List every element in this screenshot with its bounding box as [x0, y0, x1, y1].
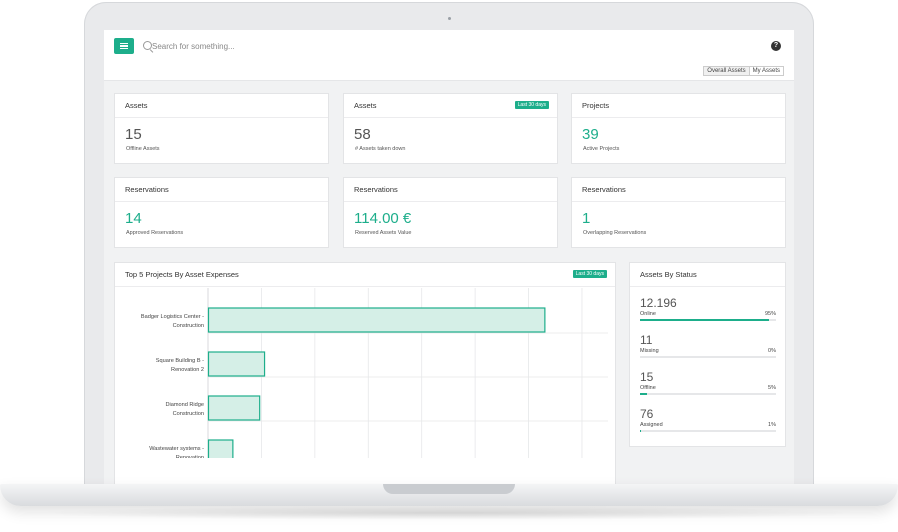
- status-label: Missing: [640, 348, 659, 354]
- bar[interactable]: [207, 351, 266, 377]
- status-progress-track: [640, 430, 776, 432]
- status-value: 76: [640, 407, 654, 421]
- period-badge: Last 30 days: [572, 270, 607, 278]
- category-label: Construction: [173, 411, 204, 417]
- stat-label: Overlapping Reservations: [583, 230, 647, 236]
- bar-chart: Badger Logistics Center - Construction Squ…: [115, 288, 611, 458]
- card-title: Reservations: [115, 178, 328, 202]
- card-title: Projects: [572, 94, 785, 118]
- laptop-base: [0, 484, 898, 506]
- status-percent: 95%: [764, 311, 776, 317]
- card-title: Assets: [115, 94, 328, 118]
- status-item-missing: 11 Missing 0%: [640, 333, 776, 358]
- category-label: Square Building B -: [156, 358, 204, 364]
- bar-chart-svg: Badger Logistics Center - Construction Squ…: [141, 288, 608, 458]
- stat-card-approved-reservations: Reservations 14 Approved Reservations: [114, 177, 329, 248]
- question-icon[interactable]: ?: [771, 41, 781, 51]
- bar[interactable]: [207, 307, 546, 333]
- card-title: Reservations: [572, 178, 785, 202]
- laptop-shadow: [30, 506, 868, 520]
- status-progress-fill: [640, 319, 770, 321]
- stat-label: Approved Reservations: [126, 230, 184, 236]
- stat-value: 114.00 €: [354, 210, 412, 227]
- card-title: Assets By Status: [630, 263, 785, 287]
- laptop-notch: [383, 484, 515, 494]
- status-item-offline: 15 Offline 5%: [640, 370, 776, 395]
- toggle-my-assets[interactable]: My Assets: [749, 67, 783, 75]
- stat-value: 15: [125, 126, 142, 143]
- hamburger-icon: [120, 43, 128, 49]
- status-value: 15: [640, 370, 654, 384]
- stat-card-reserved-value: Reservations 114.00 € Reserved Assets Va…: [343, 177, 558, 248]
- card-title: Reservations: [344, 178, 557, 202]
- stat-card-offline-assets: Assets 15 Offline Assets: [114, 93, 329, 164]
- status-percent: 1%: [768, 422, 776, 428]
- top-projects-card: Top 5 Projects By Asset Expenses Last 30…: [114, 262, 616, 485]
- screen: ? Overall Assets My Assets Assets 15 Off…: [104, 30, 794, 485]
- bar[interactable]: [207, 395, 261, 421]
- status-label: Assigned: [640, 422, 663, 428]
- status-value: 11: [640, 333, 653, 347]
- bar[interactable]: [207, 439, 234, 458]
- stat-card-assets-taken-down: Assets Last 30 days 58 # Assets taken do…: [343, 93, 558, 164]
- status-progress-track: [640, 393, 776, 395]
- toggle-overall-assets[interactable]: Overall Assets: [704, 67, 750, 75]
- stat-value: 39: [582, 126, 599, 143]
- search-input[interactable]: [152, 39, 452, 53]
- status-progress-track: [640, 319, 776, 321]
- camera-dot: [448, 17, 451, 20]
- status-item-assigned: 76 Assigned 1%: [640, 407, 776, 432]
- status-percent: 5%: [768, 385, 776, 391]
- status-value: 12.196: [640, 296, 677, 310]
- stat-value: 14: [125, 210, 142, 227]
- category-label: Renovation: [176, 455, 204, 458]
- category-label: Diamond Ridge: [165, 402, 204, 408]
- top-bar: ? Overall Assets My Assets: [104, 30, 794, 81]
- status-percent: 0%: [768, 348, 776, 354]
- status-progress-track: [640, 356, 776, 358]
- category-label: Construction: [173, 323, 204, 329]
- status-progress-fill: [640, 430, 642, 432]
- card-title: Top 5 Projects By Asset Expenses Last 30…: [115, 263, 615, 287]
- stat-value: 58: [354, 126, 371, 143]
- period-badge: Last 30 days: [514, 101, 549, 109]
- stat-label: Reserved Assets Value: [355, 230, 412, 236]
- category-label: Wastewater systems -: [149, 446, 204, 452]
- stat-card-active-projects: Projects 39 Active Projects: [571, 93, 786, 164]
- view-toggle: Overall Assets My Assets: [703, 66, 784, 76]
- category-label: Renovation 2: [171, 367, 204, 373]
- stat-label: # Assets taken down: [355, 146, 406, 152]
- stat-value: 1: [582, 210, 591, 227]
- status-item-online: 12.196 Online 95%: [640, 296, 776, 321]
- category-label: Badger Logistics Center -: [141, 314, 204, 320]
- status-progress-fill: [640, 393, 647, 395]
- search-icon: [143, 41, 152, 50]
- assets-by-status-card: Assets By Status 12.196 Online 95% 11 Mis…: [629, 262, 786, 447]
- card-title: Assets Last 30 days: [344, 94, 557, 118]
- stat-card-overlapping-reservations: Reservations 1 Overlapping Reservations: [571, 177, 786, 248]
- stat-label: Active Projects: [583, 146, 620, 152]
- stat-label: Offline Assets: [126, 146, 160, 152]
- status-label: Online: [640, 311, 656, 317]
- menu-button[interactable]: [114, 38, 134, 54]
- status-label: Offline: [640, 385, 656, 391]
